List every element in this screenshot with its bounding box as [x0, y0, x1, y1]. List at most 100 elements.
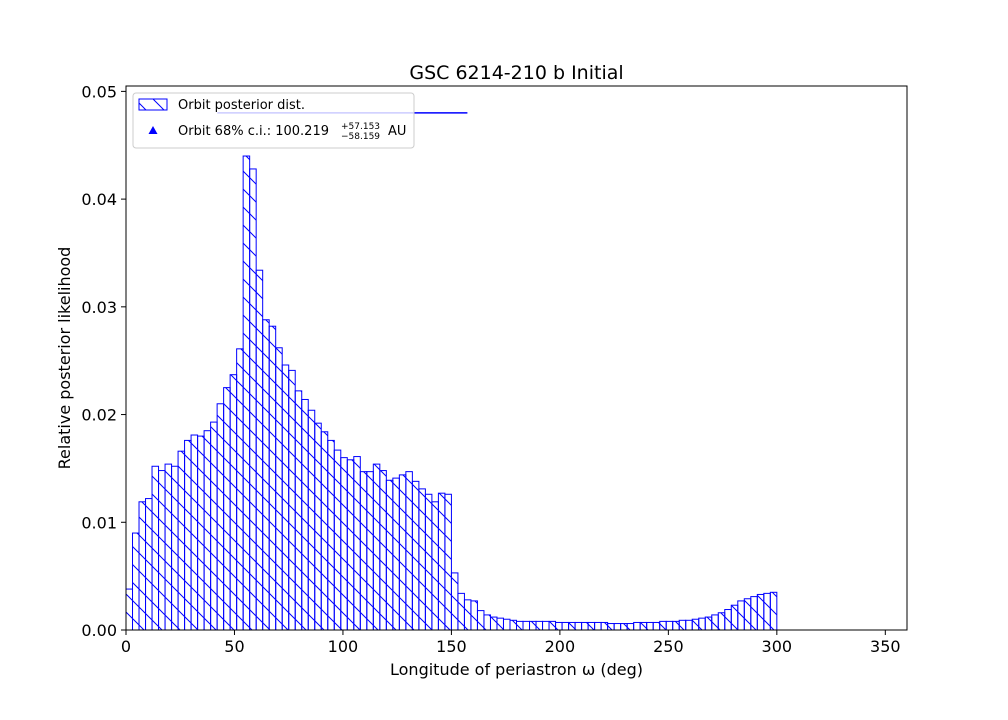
- histogram-bar: [581, 621, 589, 630]
- y-tick-label: 0.02: [81, 406, 117, 425]
- histogram-bar: [171, 465, 179, 630]
- y-tick-label: 0.05: [81, 82, 117, 101]
- histogram-bar: [229, 374, 238, 630]
- histogram-bar: [398, 474, 407, 630]
- histogram-bar: [639, 621, 648, 630]
- histogram-bar: [255, 269, 264, 630]
- histogram-bar: [431, 501, 439, 630]
- x-tick-label: 0: [121, 637, 131, 656]
- histogram-bar: [633, 621, 641, 630]
- histogram-bar: [711, 614, 719, 630]
- histogram-bar: [652, 621, 661, 630]
- histogram-bar: [724, 609, 732, 630]
- y-tick-label: 0.04: [81, 190, 117, 209]
- triangle-marker-icon: [148, 126, 158, 134]
- histogram-bar: [242, 155, 251, 630]
- histogram-bar: [372, 463, 381, 630]
- x-tick-label: 300: [762, 637, 793, 656]
- histogram-bar: [555, 621, 563, 630]
- histogram-bar: [470, 600, 478, 630]
- histogram-bar: [502, 618, 511, 630]
- x-axis-ticks: 0 50 100 150 200 250 300 350: [121, 630, 901, 656]
- histogram-bar: [288, 369, 296, 630]
- histogram-bar: [763, 592, 771, 630]
- histogram-bar: [613, 623, 622, 630]
- histogram-bar: [210, 421, 218, 630]
- plot-frame: [125, 85, 908, 631]
- histogram-bar: [281, 364, 290, 630]
- histogram-bar: [340, 457, 348, 630]
- histogram-bar: [548, 620, 557, 630]
- histogram-bar: [294, 390, 303, 630]
- histogram-bar: [450, 572, 459, 630]
- histogram-bar: [516, 620, 524, 630]
- histogram-bar: [203, 430, 212, 630]
- legend-ci-plus: +57.153: [341, 122, 380, 132]
- histogram-bar: [607, 623, 615, 630]
- histogram-bar: [346, 459, 355, 630]
- legend-ci-minus: −58.159: [341, 132, 380, 142]
- histogram-bar: [704, 616, 713, 630]
- chart-title: GSC 6214-210 b Initial: [409, 62, 623, 84]
- histogram-bar: [385, 479, 394, 630]
- y-axis-label: Relative posterior likelihood: [55, 247, 74, 470]
- histogram-bar: [314, 422, 322, 630]
- histogram-bar: [333, 449, 342, 630]
- legend-hist-label: Orbit posterior dist.: [178, 98, 305, 113]
- histogram-bar: [587, 621, 596, 630]
- legend-box: [132, 92, 415, 149]
- histogram-bar: [626, 623, 635, 630]
- x-tick-label: 50: [224, 637, 244, 656]
- histogram-bar: [216, 403, 225, 630]
- x-axis-label: Longitude of periastron ω (deg): [390, 660, 643, 679]
- histogram-bar: [366, 471, 374, 630]
- histogram-bar: [685, 619, 693, 630]
- histogram-bar: [223, 387, 231, 630]
- histogram-bar: [476, 610, 485, 630]
- histogram-bar: [463, 599, 472, 630]
- histogram-bar: [665, 620, 674, 630]
- histogram-bar: [509, 619, 517, 630]
- histogram-bar: [197, 435, 205, 630]
- histogram-bar: [594, 621, 602, 630]
- histogram-bar: [190, 434, 199, 630]
- histogram-bar: [249, 168, 257, 630]
- histogram-bar: [132, 532, 140, 630]
- y-tick-label: 0.03: [81, 298, 117, 317]
- histogram-bar: [359, 471, 368, 630]
- histogram-bar: [320, 431, 329, 630]
- y-tick-label: 0.01: [81, 513, 117, 532]
- y-tick-label: 0.00: [81, 621, 117, 640]
- histogram-bar: [659, 620, 667, 630]
- x-tick-label: 100: [328, 637, 359, 656]
- histogram-bar: [405, 471, 413, 630]
- histogram-bar: [691, 618, 700, 630]
- histogram-bar: [392, 477, 400, 630]
- histogram-bar: [574, 621, 583, 630]
- histogram-bar: [145, 498, 153, 630]
- histogram-bar: [437, 492, 446, 630]
- histogram-bar: [353, 456, 361, 630]
- histogram-bar: [268, 325, 277, 630]
- histogram-bar: [177, 450, 186, 630]
- x-tick-label: 250: [653, 637, 684, 656]
- histogram-bar: [672, 620, 680, 630]
- histogram-bar: [126, 588, 134, 630]
- histogram-bar: [275, 347, 283, 630]
- histogram-bar: [769, 591, 778, 630]
- histogram-bar: [646, 621, 654, 630]
- histogram-bar: [542, 620, 550, 630]
- histogram-bar: [457, 592, 465, 630]
- histogram-bar: [737, 600, 745, 630]
- histogram-bar: [750, 596, 758, 630]
- histogram-bar: [164, 463, 173, 630]
- histogram-bar: [756, 593, 765, 630]
- histogram-bar: [522, 620, 531, 630]
- histogram-bar: [561, 621, 570, 630]
- histogram-bar: [411, 480, 420, 630]
- histogram-bar: [678, 619, 687, 630]
- histogram-bar: [424, 493, 433, 630]
- histogram-bar: [184, 439, 192, 630]
- histogram-bar: [730, 604, 739, 630]
